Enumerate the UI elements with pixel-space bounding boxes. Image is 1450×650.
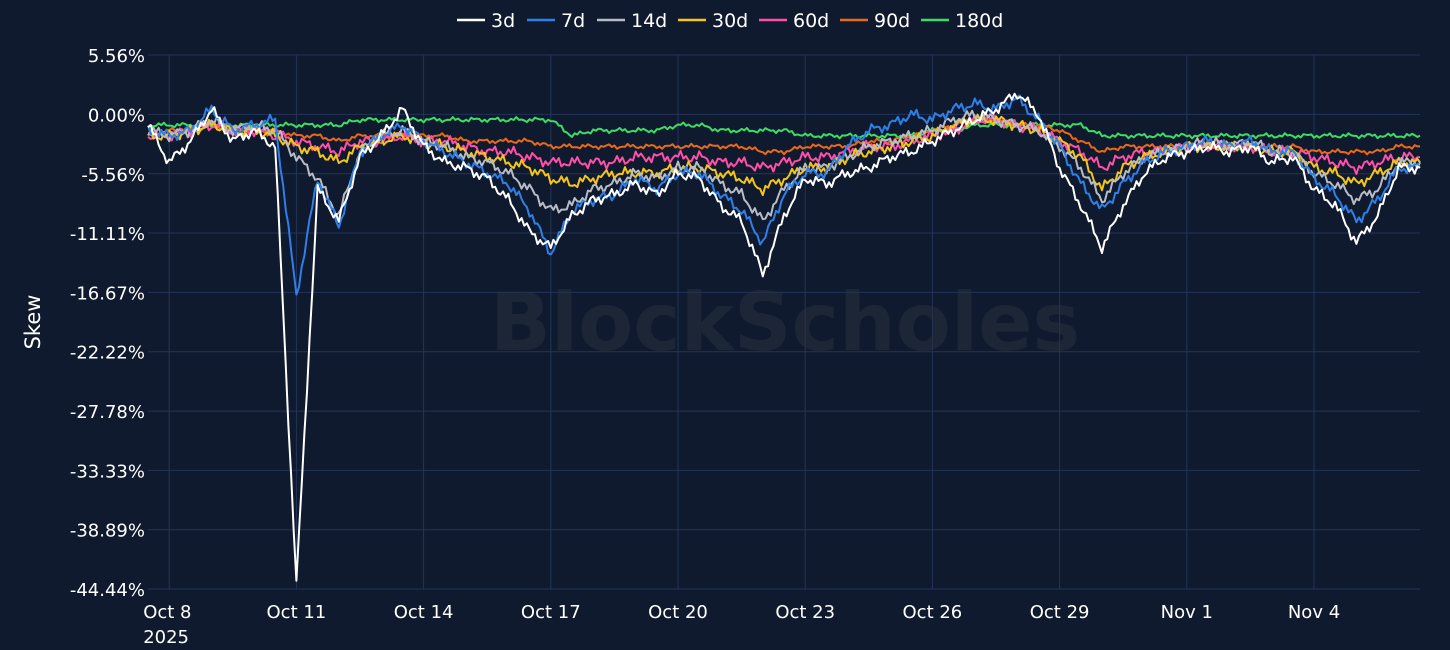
y-tick-label: -38.89% bbox=[70, 521, 145, 542]
x-tick-label: Oct 29 bbox=[1030, 602, 1090, 623]
y-axis-label: Skew bbox=[21, 295, 45, 350]
grid-lines bbox=[148, 54, 1420, 590]
y-tick-label: -11.11% bbox=[70, 224, 145, 245]
y-tick-label: -22.22% bbox=[70, 343, 145, 364]
series-line-60d bbox=[147, 113, 1421, 175]
legend-item-30d[interactable]: 30d bbox=[678, 10, 748, 32]
x-tick-year-label: 2025 bbox=[143, 627, 189, 648]
legend-item-180d[interactable]: 180d bbox=[921, 10, 1003, 32]
legend-label: 30d bbox=[712, 10, 748, 32]
y-tick-label: -27.78% bbox=[70, 402, 145, 423]
legend-item-14d[interactable]: 14d bbox=[597, 10, 667, 32]
legend-item-90d[interactable]: 90d bbox=[840, 10, 910, 32]
legend-item-7d[interactable]: 7d bbox=[527, 10, 585, 32]
y-tick-label: -16.67% bbox=[70, 283, 145, 304]
y-tick-label: -5.56% bbox=[81, 165, 145, 186]
y-tick-label: 0.00% bbox=[88, 105, 145, 126]
x-tick-label: Oct 17 bbox=[521, 602, 581, 623]
series-line-3d bbox=[147, 92, 1421, 582]
watermark-text: BlockScholes bbox=[490, 276, 1080, 369]
x-tick-label: Oct 8 bbox=[143, 602, 191, 623]
y-axis-tick-labels: 5.56% 0.00% -5.56% -11.11% -16.67% -22.22% -27… bbox=[70, 46, 145, 601]
legend-label: 180d bbox=[955, 10, 1003, 32]
x-tick-label: Nov 1 bbox=[1161, 602, 1213, 623]
legend-label: 90d bbox=[874, 10, 910, 32]
series-line-7d bbox=[147, 94, 1421, 296]
x-tick-label: Oct 20 bbox=[648, 602, 708, 623]
y-tick-label: -33.33% bbox=[70, 461, 145, 482]
legend-item-60d[interactable]: 60d bbox=[759, 10, 829, 32]
series-lines bbox=[147, 92, 1421, 582]
legend-item-3d[interactable]: 3d bbox=[457, 10, 515, 32]
x-tick-label: Oct 23 bbox=[775, 602, 835, 623]
x-tick-label: Oct 11 bbox=[267, 602, 327, 623]
y-tick-label: -44.44% bbox=[70, 580, 145, 601]
legend-label: 14d bbox=[631, 10, 667, 32]
legend-label: 60d bbox=[793, 10, 829, 32]
x-tick-label: Oct 26 bbox=[903, 602, 963, 623]
x-axis-tick-labels: Oct 8 2025 Oct 11 Oct 14 Oct 17 Oct 20 Oct 23 O… bbox=[143, 602, 1340, 648]
legend-label: 3d bbox=[491, 10, 515, 32]
series-line-180d bbox=[147, 116, 1421, 140]
legend: 3d 7d 14d 30d 60d 90d 180d bbox=[457, 10, 1003, 32]
y-tick-label: 5.56% bbox=[88, 46, 145, 67]
x-tick-label: Nov 4 bbox=[1288, 602, 1340, 623]
x-tick-label: Oct 14 bbox=[394, 602, 454, 623]
legend-label: 7d bbox=[561, 10, 585, 32]
